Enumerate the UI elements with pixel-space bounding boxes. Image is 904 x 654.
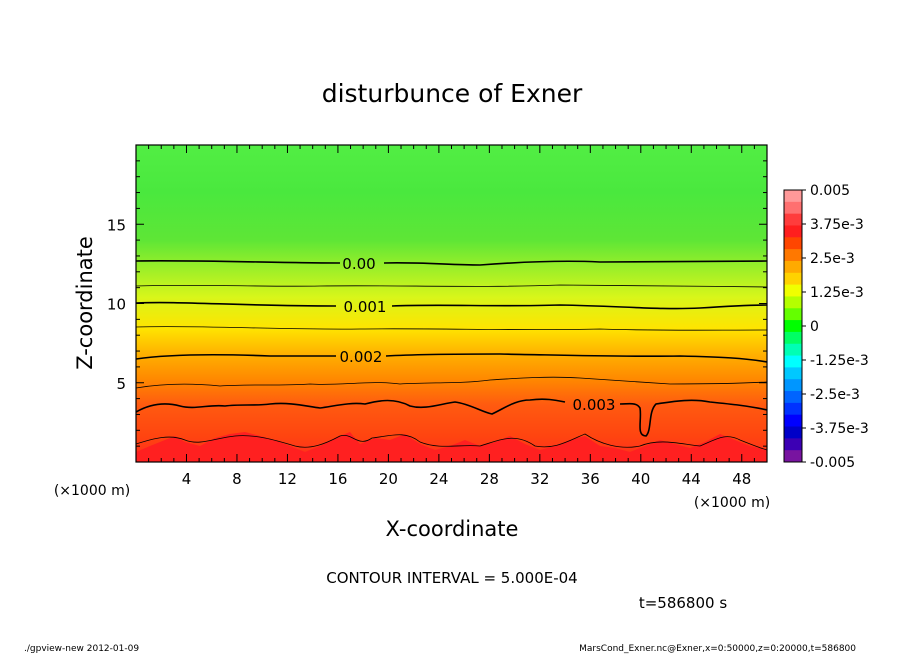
- colorbar-swatch: [784, 272, 802, 286]
- contour-line-0p002: [136, 353, 767, 363]
- y-tick-label: 15: [107, 216, 126, 234]
- contour-label-0p002: 0.002: [340, 348, 383, 366]
- colorbar-swatch: [784, 391, 802, 404]
- contour-line-0: [136, 259, 767, 266]
- x-tick-label: 20: [379, 470, 398, 488]
- colorbar-swatch: [784, 296, 802, 309]
- contour-interval: CONTOUR INTERVAL = 5.000E-04: [326, 569, 577, 587]
- colorbar-label: -3.75e-3: [810, 421, 869, 437]
- colorbar-swatch: [784, 260, 802, 274]
- x-tick-label: 24: [429, 470, 448, 488]
- contour-line-0p0005: [136, 284, 767, 288]
- colorbar-swatch: [784, 402, 802, 416]
- y-tick-label: 10: [107, 296, 126, 314]
- x-axis-ticks: 4 8 12 16 20 24 28 32 36 40 44 48: [148, 145, 755, 488]
- contour-line-0p0025: [136, 376, 767, 389]
- colorbar-labels: 0.005 3.75e-3 2.5e-3 1.25e-3 0 -1.25e-3 -2.5e-…: [802, 183, 869, 471]
- contour-line-0p0015: [136, 326, 767, 331]
- heatmap-bottom-band: [136, 432, 767, 462]
- heatmap-field: [136, 145, 767, 462]
- colorbar-swatch: [784, 213, 802, 226]
- x-tick-label: 8: [232, 470, 242, 488]
- colorbar: [784, 190, 802, 463]
- colorbar-swatch: [784, 284, 802, 297]
- x-tick-label: 16: [328, 470, 347, 488]
- contour-label-0: 0.00: [342, 255, 375, 273]
- footer-left: ./gpview-new 2012-01-09: [24, 644, 139, 654]
- time-label: t=586800 s: [639, 594, 727, 612]
- colorbar-swatch: [784, 343, 802, 357]
- colorbar-swatch: [784, 225, 802, 238]
- colorbar-swatch: [784, 379, 802, 392]
- colorbar-swatch: [784, 308, 802, 321]
- x-unit-label: (×1000 m): [694, 495, 770, 511]
- colorbar-swatch: [784, 320, 802, 333]
- colorbar-swatch: [784, 249, 802, 262]
- x-tick-label: 12: [278, 470, 297, 488]
- y-tick-label: 5: [116, 375, 126, 393]
- colorbar-label: -1.25e-3: [810, 353, 869, 369]
- colorbar-swatch: [784, 190, 802, 203]
- contour-label-0p003: 0.003: [573, 396, 616, 414]
- colorbar-swatch: [784, 450, 802, 463]
- colorbar-swatch: [784, 426, 802, 439]
- colorbar-swatch: [784, 201, 802, 215]
- contour-line-0p003: [136, 398, 767, 437]
- plot-area: 0.00 0.001 0.002 0.003: [136, 145, 767, 462]
- x-tick-label: 44: [682, 470, 701, 488]
- colorbar-label: 0.005: [810, 183, 850, 199]
- contour-line-0p001: [136, 301, 767, 310]
- x-tick-label: 48: [732, 470, 751, 488]
- colorbar-swatch: [784, 438, 802, 451]
- colorbar-label: 2.5e-3: [810, 251, 855, 267]
- colorbar-label: -0.005: [810, 455, 855, 471]
- x-tick-label: 36: [581, 470, 600, 488]
- y-axis-title: Z-coordinate: [73, 236, 97, 370]
- x-tick-label: 28: [480, 470, 499, 488]
- x-tick-label: 4: [182, 470, 192, 488]
- footer-right: MarsCond_Exner.nc@Exner,x=0:50000,z=0:20…: [579, 644, 856, 654]
- contour-label-0p001: 0.001: [344, 298, 387, 316]
- colorbar-label: 1.25e-3: [810, 285, 864, 301]
- colorbar-swatch: [784, 367, 802, 380]
- colorbar-label: 0: [810, 319, 819, 335]
- colorbar-label: 3.75e-3: [810, 217, 864, 233]
- colorbar-swatch: [784, 331, 802, 345]
- y-axis-ticks: 5 10 15: [107, 160, 767, 447]
- colorbar-swatch: [784, 355, 802, 368]
- colorbar-label: -2.5e-3: [810, 387, 860, 403]
- x-tick-label: 40: [631, 470, 650, 488]
- chart-title: disturbunce of Exner: [322, 79, 583, 108]
- colorbar-swatch: [784, 414, 802, 428]
- contour-line-0p0035: [136, 433, 767, 451]
- y-unit-label: (×1000 m): [54, 483, 130, 499]
- colorbar-swatch: [784, 237, 802, 250]
- x-tick-label: 32: [530, 470, 549, 488]
- x-axis-title: X-coordinate: [386, 517, 519, 541]
